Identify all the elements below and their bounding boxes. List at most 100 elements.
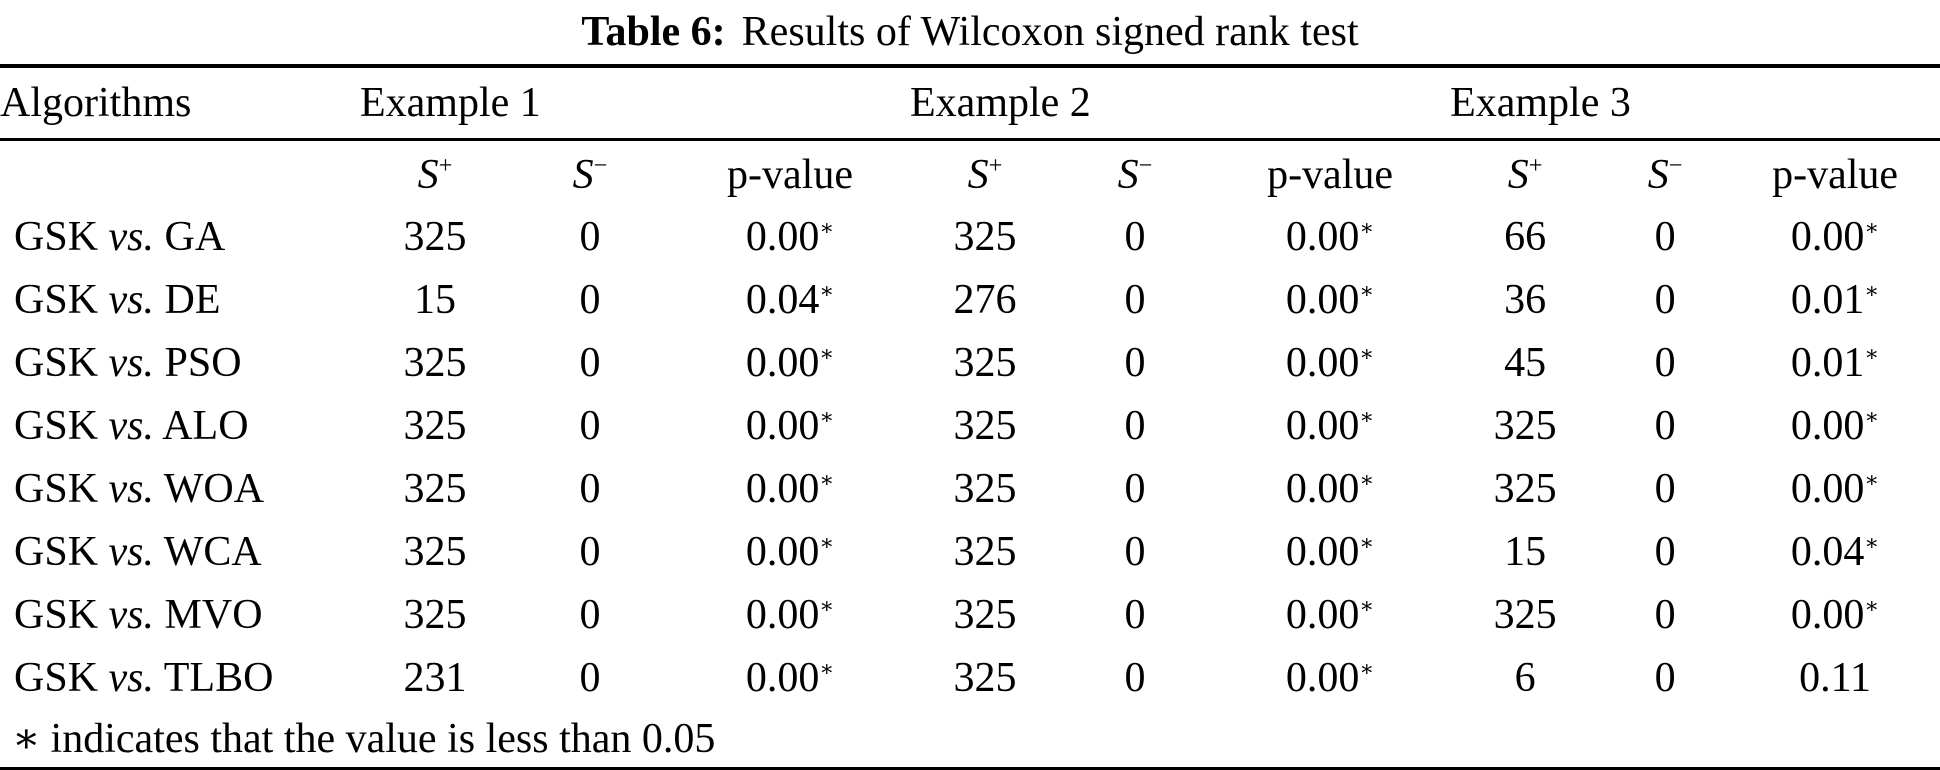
s-plus-value: 325 [953, 213, 1017, 260]
table-header: Algorithms Example 1 Example 2 Example 3… [0, 66, 1940, 205]
table-row: GSK vs. DE 15 0 0.04∗ 276 0 0.00∗ 36 0 0.01∗ [0, 268, 1940, 331]
plus-superscript: + [438, 152, 453, 179]
significance-star: ∗ [1864, 593, 1880, 618]
plus-superscript: + [988, 152, 1003, 179]
p-value: 0.11 [1730, 646, 1940, 709]
p-value-number: 0.00 [745, 339, 820, 386]
group-header-example-3: Example 3 [1450, 66, 1940, 141]
algorithm-pair-cell: GSK vs. MVO [0, 583, 360, 646]
p-value-number: 0.00 [745, 465, 820, 512]
p-value: 0.00∗ [1210, 646, 1450, 709]
s-statistic-label: S [572, 152, 594, 198]
p-value-number: 0.11 [1799, 654, 1872, 701]
algorithm-pair-cell: GSK vs. WCA [0, 520, 360, 583]
s-plus-value: 6 [1514, 654, 1536, 701]
significance-star: ∗ [819, 278, 835, 303]
s-minus-value: 0 [1654, 276, 1676, 323]
p-value: 0.00∗ [670, 394, 910, 457]
competitor-algorithm: TLBO [163, 654, 274, 701]
footnote-row: ∗ indicates that the value is less than 0… [0, 709, 1940, 770]
significance-star: ∗ [1864, 215, 1880, 240]
s-minus-value: 0 [579, 339, 601, 386]
p-value: 0.04∗ [1730, 520, 1940, 583]
s-minus-value: 0 [1124, 402, 1146, 449]
s-plus-value: 325 [953, 591, 1017, 638]
s-minus-value: 0 [579, 213, 601, 260]
p-value-number: 0.00 [745, 528, 820, 575]
table-row: GSK vs. GA 325 0 0.00∗ 325 0 0.00∗ 66 0 0.00∗ [0, 205, 1940, 268]
subheader-p-value-ex1: p-value [727, 152, 853, 198]
competitor-algorithm: GA [164, 213, 226, 260]
p-value: 0.00∗ [1210, 331, 1450, 394]
p-value: 0.00∗ [1210, 583, 1450, 646]
s-plus-value: 325 [1493, 591, 1557, 638]
s-plus-value: 325 [953, 402, 1017, 449]
subheader-s-plus-ex2: S+ [910, 140, 1060, 206]
p-value-number: 0.00 [745, 591, 820, 638]
p-value-number: 0.00 [1790, 465, 1865, 512]
significance-star: ∗ [1359, 467, 1375, 492]
subheader-s-plus-ex3: S+ [1450, 140, 1600, 206]
s-statistic-label: S [1647, 152, 1669, 198]
p-value: 0.01∗ [1730, 331, 1940, 394]
p-value-number: 0.00 [745, 654, 820, 701]
p-value: 0.00∗ [1210, 457, 1450, 520]
s-plus-value: 36 [1504, 276, 1547, 323]
s-plus-value: 231 [403, 654, 467, 701]
subheader-p-value-ex2: p-value [1267, 152, 1394, 198]
p-value-number: 0.00 [1285, 465, 1360, 512]
minus-superscript: − [1668, 152, 1683, 179]
significance-star: ∗ [1359, 215, 1375, 240]
s-minus-value: 0 [579, 402, 601, 449]
baseline-algorithm: GSK [14, 591, 99, 638]
subheader-p-value-ex3: p-value [1772, 152, 1899, 198]
footnote-cell: ∗ indicates that the value is less than 0… [0, 709, 1940, 770]
p-value: 0.00∗ [670, 457, 910, 520]
table-row: GSK vs. MVO 325 0 0.00∗ 325 0 0.00∗ 325 0 0.00∗ [0, 583, 1940, 646]
s-statistic-label: S [967, 152, 989, 198]
s-minus-value: 0 [1124, 465, 1146, 512]
s-plus-value: 15 [1504, 528, 1547, 575]
s-plus-value: 325 [403, 528, 467, 575]
s-statistic-label: S [1507, 152, 1529, 198]
p-value: 0.00∗ [1210, 520, 1450, 583]
p-value: 0.00∗ [1210, 268, 1450, 331]
s-minus-value: 0 [1654, 402, 1676, 449]
p-value: 0.04∗ [670, 268, 910, 331]
wilcoxon-results-table: Algorithms Example 1 Example 2 Example 3… [0, 64, 1940, 770]
algorithms-column-header: Algorithms [0, 66, 360, 141]
s-minus-value: 0 [1654, 465, 1676, 512]
p-value: 0.00∗ [1730, 583, 1940, 646]
significance-star: ∗ [1864, 341, 1880, 366]
table-footer: ∗ indicates that the value is less than 0… [0, 709, 1940, 770]
s-minus-value: 0 [1124, 528, 1146, 575]
s-plus-value: 325 [403, 591, 467, 638]
p-value: 0.00∗ [1730, 457, 1940, 520]
significance-star: ∗ [819, 215, 835, 240]
p-value-number: 0.00 [1285, 591, 1360, 638]
algorithm-pair-cell: GSK vs. DE [0, 268, 360, 331]
p-value: 0.00∗ [1210, 205, 1450, 268]
baseline-algorithm: GSK [14, 339, 99, 386]
vs-label: vs. [108, 528, 155, 575]
s-minus-value: 0 [579, 528, 601, 575]
subheader-row: S+ S− p-value S+ S− p-value S+ S− p-valu… [0, 140, 1940, 206]
p-value: 0.01∗ [1730, 268, 1940, 331]
table-caption-label: Table 6: [581, 9, 726, 55]
s-statistic-label: S [1117, 152, 1139, 198]
p-value-number: 0.00 [1285, 276, 1360, 323]
subheader-empty-cell [0, 140, 360, 206]
significance-star: ∗ [1359, 530, 1375, 555]
s-minus-value: 0 [1654, 213, 1676, 260]
significance-star: ∗ [1359, 593, 1375, 618]
algorithm-pair-cell: GSK vs. PSO [0, 331, 360, 394]
significance-star: ∗ [819, 341, 835, 366]
table-row: GSK vs. TLBO 231 0 0.00∗ 325 0 0.00∗ 6 0 0.11 [0, 646, 1940, 709]
algorithm-pair-cell: GSK vs. GA [0, 205, 360, 268]
s-plus-value: 325 [1493, 402, 1557, 449]
p-value-number: 0.00 [745, 402, 820, 449]
s-plus-value: 325 [403, 465, 467, 512]
s-minus-value: 0 [1654, 339, 1676, 386]
plus-superscript: + [1528, 152, 1543, 179]
competitor-algorithm: WCA [163, 528, 262, 575]
